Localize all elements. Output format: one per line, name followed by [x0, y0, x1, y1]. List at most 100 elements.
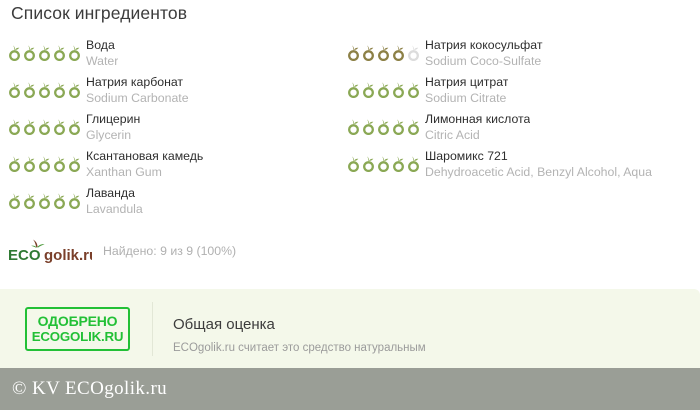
ingredient-name-ru: Глицерин: [86, 112, 141, 126]
ingredient-name-en: Glycerin: [86, 128, 132, 142]
rating-pip-green: [69, 82, 80, 98]
rating-pip-green: [24, 45, 35, 61]
rating-pip-green: [54, 156, 65, 172]
footer-copyright: © KV ECOgolik.ru: [12, 378, 168, 399]
ecogolik-logo[interactable]: ECO golik.ru: [8, 238, 98, 264]
page-title: Список ингредиентов: [11, 3, 188, 23]
rating-pip-green: [393, 82, 404, 98]
rating-pip-green: [378, 156, 389, 172]
ingredient-rating: [8, 149, 86, 172]
ingredient-name-ru: Натрия цитрат: [425, 75, 509, 89]
ingredient-name-ru: Ксантановая камедь: [86, 149, 204, 163]
rating-pip-green: [54, 45, 65, 61]
rating-pip-olive: [393, 45, 404, 61]
rating-pip-green: [378, 82, 389, 98]
rating-pip-green: [9, 82, 20, 98]
ingredient-name-en: Lavandula: [86, 202, 143, 216]
overall-rating-subtitle: ECOgolik.ru считает это средство натурал…: [173, 342, 426, 354]
rating-pip-green: [24, 193, 35, 209]
rating-pip-green: [39, 82, 50, 98]
ingredient-name-ru: Шаромикс 721: [425, 149, 508, 163]
ingredient-row[interactable]: Вода Water: [8, 38, 338, 75]
ingredient-name-ru: Лаванда: [86, 186, 135, 200]
ingredient-row[interactable]: Ксантановая камедь Xanthan Gum: [8, 149, 338, 186]
ingredient-row[interactable]: Натрия карбонат Sodium Carbonate: [8, 75, 338, 112]
rating-pip-green: [408, 119, 419, 135]
found-count-text: Найдено: 9 из 9 (100%): [103, 244, 237, 258]
rating-pip-green: [69, 119, 80, 135]
overall-rating-banner: ОДОБРЕНО ECOGOLIK.RU Общая оценка ECOgol…: [0, 289, 700, 368]
ingredient-rating: [347, 112, 425, 135]
rating-pip-green: [39, 156, 50, 172]
rating-pip-green: [9, 119, 20, 135]
rating-pip-green: [69, 193, 80, 209]
ingredient-text: Лаванда Lavandula: [86, 186, 143, 217]
banner-divider: [152, 302, 153, 356]
rating-pip-olive: [363, 45, 374, 61]
ingredient-name-en: Sodium Carbonate: [86, 91, 189, 105]
ingredient-row[interactable]: Лаванда Lavandula: [8, 186, 338, 223]
logo-golik-text: golik.ru: [44, 247, 92, 264]
ingredient-text: Шаромикс 721 Dehydroacetic Acid, Benzyl A…: [425, 149, 652, 180]
rating-pip-green: [348, 119, 359, 135]
ingredient-rating: [8, 75, 86, 98]
ingredient-text: Натрия цитрат Sodium Citrate: [425, 75, 508, 106]
ingredient-name-en: Water: [86, 54, 119, 68]
ingredient-rating: [347, 149, 425, 172]
rating-pip-green: [24, 82, 35, 98]
approved-badge: ОДОБРЕНО ECOGOLIK.RU: [25, 307, 130, 351]
rating-pip-green: [39, 45, 50, 61]
ingredient-row[interactable]: Лимонная кислота Citric Acid: [347, 112, 692, 149]
rating-pip-green: [363, 156, 374, 172]
ingredient-rating: [8, 38, 86, 61]
ingredient-text: Лимонная кислота Citric Acid: [425, 112, 530, 143]
footer-bar: © KV ECOgolik.ru: [0, 368, 700, 410]
rating-pip-green: [54, 82, 65, 98]
rating-pip-green: [408, 156, 419, 172]
ingredient-row[interactable]: Шаромикс 721 Dehydroacetic Acid, Benzyl A…: [347, 149, 692, 186]
ingredient-name-ru: Вода: [86, 38, 115, 52]
ingredient-name-en: Dehydroacetic Acid, Benzyl Alcohol, Aqua: [425, 165, 652, 179]
rating-pip-green: [54, 193, 65, 209]
ingredient-name-ru: Натрия карбонат: [86, 75, 184, 89]
ingredient-row[interactable]: Натрия кокосульфат Sodium Coco-Sulfate: [347, 38, 692, 75]
ingredient-row[interactable]: Натрия цитрат Sodium Citrate: [347, 75, 692, 112]
rating-pip-olive: [348, 45, 359, 61]
ingredient-column-left: Вода Water Натрия карбонат Sodium Carbonate…: [8, 38, 338, 223]
ingredient-text: Ксантановая камедь Xanthan Gum: [86, 149, 203, 180]
logo-eco-text: ECO: [8, 247, 41, 264]
ingredient-text: Глицерин Glycerin: [86, 112, 140, 143]
rating-pip-green: [24, 119, 35, 135]
ingredient-rating: [347, 38, 425, 61]
rating-pip-green: [69, 156, 80, 172]
rating-pip-green: [9, 193, 20, 209]
rating-pip-green: [378, 119, 389, 135]
rating-pip-green: [408, 82, 419, 98]
rating-pip-green: [348, 82, 359, 98]
rating-pip-olive: [378, 45, 389, 61]
rating-pip-green: [9, 45, 20, 61]
rating-pip-green: [393, 119, 404, 135]
overall-rating-title: Общая оценка: [173, 316, 275, 333]
rating-pip-green: [363, 82, 374, 98]
ingredient-name-en: Sodium Coco-Sulfate: [425, 54, 542, 68]
ingredient-rating: [8, 186, 86, 209]
approved-badge-line2: ECOGOLIK.RU: [31, 329, 124, 344]
rating-pip-green: [39, 119, 50, 135]
rating-pip-green: [39, 193, 50, 209]
ingredient-text: Натрия карбонат Sodium Carbonate: [86, 75, 189, 106]
rating-pip-green: [393, 156, 404, 172]
rating-pip-green: [69, 45, 80, 61]
rating-pip-green: [363, 119, 374, 135]
ingredient-name-en: Xanthan Gum: [86, 165, 162, 179]
ingredient-name-en: Citric Acid: [425, 128, 480, 142]
ingredient-rating: [8, 112, 86, 135]
ingredient-row[interactable]: Глицерин Glycerin: [8, 112, 338, 149]
ingredient-rating: [347, 75, 425, 98]
rating-pip-green: [24, 156, 35, 172]
ingredient-text: Натрия кокосульфат Sodium Coco-Sulfate: [425, 38, 543, 69]
ingredient-column-right: Натрия кокосульфат Sodium Coco-Sulfate Нат…: [347, 38, 692, 186]
ingredient-name-en: Sodium Citrate: [425, 91, 507, 105]
approved-badge-line1: ОДОБРЕНО: [37, 313, 118, 329]
ingredient-text: Вода Water: [86, 38, 118, 69]
